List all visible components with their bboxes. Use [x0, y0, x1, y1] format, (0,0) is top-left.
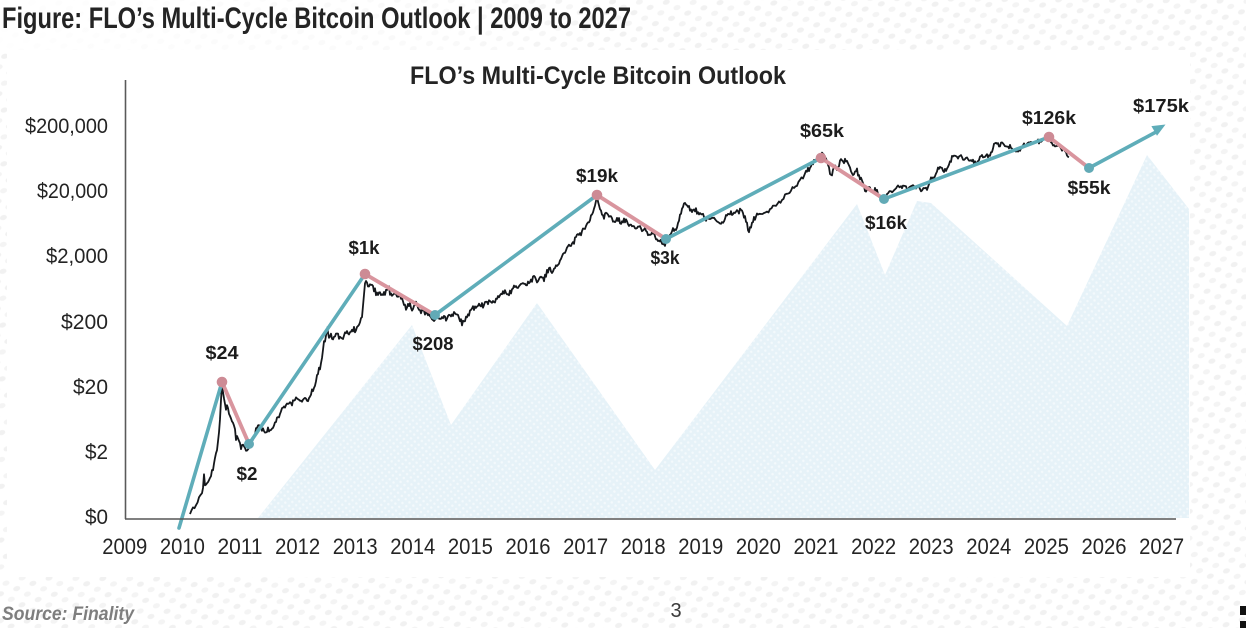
svg-text:$208: $208 [413, 334, 454, 354]
svg-text:2020: 2020 [736, 534, 781, 559]
svg-text:Figure: FLO’s Multi-Cycle Bitc: Figure: FLO’s Multi-Cycle Bitcoin Outloo… [2, 2, 631, 35]
svg-text:2010: 2010 [160, 534, 205, 559]
svg-text:2026: 2026 [1082, 534, 1127, 559]
svg-text:2015: 2015 [448, 534, 493, 559]
svg-text:$24: $24 [206, 343, 239, 363]
svg-text:2025: 2025 [1024, 534, 1069, 559]
svg-text:2018: 2018 [621, 534, 666, 559]
svg-text:Source: Finality: Source: Finality [2, 604, 135, 625]
svg-text:$1k: $1k [349, 238, 381, 258]
svg-text:$65k: $65k [800, 121, 845, 141]
svg-text:$2: $2 [237, 464, 258, 484]
svg-text:$200: $200 [61, 311, 108, 334]
svg-text:2016: 2016 [506, 534, 551, 559]
svg-text:2021: 2021 [794, 534, 839, 559]
svg-text:3: 3 [670, 600, 681, 622]
svg-text:2027: 2027 [1139, 534, 1184, 559]
svg-text:2014: 2014 [390, 534, 435, 559]
svg-text:2024: 2024 [966, 534, 1011, 559]
svg-text:2011: 2011 [218, 534, 263, 559]
svg-text:$200,000: $200,000 [25, 115, 108, 138]
svg-text:2009: 2009 [102, 534, 147, 559]
svg-text:$55k: $55k [1068, 178, 1112, 198]
svg-text:2013: 2013 [333, 534, 378, 559]
svg-text:$16k: $16k [865, 213, 908, 233]
svg-text:$0: $0 [85, 506, 108, 529]
svg-text:2017: 2017 [563, 534, 608, 559]
svg-text:2023: 2023 [909, 534, 954, 559]
svg-text:2012: 2012 [275, 534, 320, 559]
svg-text:$2,000: $2,000 [46, 245, 108, 268]
svg-text:$19k: $19k [576, 166, 619, 186]
svg-text:$3k: $3k [651, 248, 681, 268]
svg-text:$175k: $175k [1133, 96, 1190, 116]
svg-text:$20,000: $20,000 [37, 180, 108, 203]
svg-text:FLO’s Multi-Cycle Bitcoin Outl: FLO’s Multi-Cycle Bitcoin Outlook [410, 62, 786, 90]
svg-text:$2: $2 [85, 441, 108, 464]
svg-text:$20: $20 [73, 376, 108, 399]
svg-text:2022: 2022 [851, 534, 896, 559]
svg-text:$126k: $126k [1022, 108, 1077, 128]
svg-text:2019: 2019 [678, 534, 723, 559]
